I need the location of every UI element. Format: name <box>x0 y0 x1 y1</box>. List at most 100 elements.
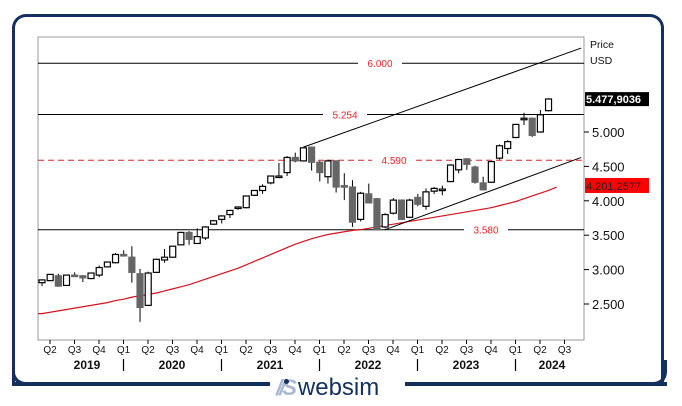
candle-up <box>218 215 226 220</box>
x-quarter-label: Q2 <box>337 345 351 356</box>
candle-up <box>234 206 242 210</box>
candle-up <box>438 188 446 192</box>
logo-text: websim <box>297 374 380 401</box>
candle-up <box>160 256 169 261</box>
candle-up <box>495 145 504 159</box>
x-quarter-label: Q2 <box>43 345 57 356</box>
candle-up <box>201 226 209 239</box>
candle-up <box>242 195 250 209</box>
candle-down <box>463 158 471 165</box>
candle-up <box>62 274 71 287</box>
trend-line-upper-channel <box>303 47 582 148</box>
candle-up <box>95 266 103 276</box>
candle-up <box>544 98 553 112</box>
ma-value-badge <box>585 177 649 193</box>
candle-up <box>357 192 365 220</box>
candle-up <box>103 261 111 268</box>
candle-up <box>258 185 267 192</box>
last-price-value: 5.477,9036 <box>586 94 641 106</box>
websim-logo: //S websim <box>276 374 379 402</box>
candle-up <box>520 117 528 121</box>
x-quarter-label: Q1 <box>117 345 131 356</box>
moving-average-line <box>38 186 557 315</box>
y-tick-label: 4.500 <box>592 159 625 174</box>
x-quarter-label: Q2 <box>435 345 449 356</box>
candle-up <box>389 199 397 214</box>
last-price-badge <box>585 92 649 107</box>
x-quarter-label: Q2 <box>141 345 155 356</box>
candle-down <box>120 253 128 257</box>
x-quarter-label: Q4 <box>288 345 302 356</box>
frame-bottom-line-left <box>12 382 270 386</box>
candle-down <box>71 274 79 278</box>
candle-up <box>430 187 438 192</box>
x-quarter-label: Q3 <box>68 345 82 356</box>
x-year-label: 2019 <box>74 358 101 372</box>
candle-up <box>455 158 463 171</box>
logo-mark-icon: //S <box>276 375 297 400</box>
frame-bottom-line-right <box>405 382 667 386</box>
candle-down <box>316 161 324 174</box>
candle-down <box>128 256 136 273</box>
candle-up <box>267 175 275 184</box>
x-quarter-label: Q3 <box>558 345 572 356</box>
trend-line-lower-channel <box>384 156 582 231</box>
y-tick-label: 4.000 <box>592 194 625 209</box>
candle-down <box>185 231 193 240</box>
x-quarter-label: Q4 <box>190 345 204 356</box>
x-year-label: 2021 <box>257 358 284 372</box>
candle-up <box>250 189 259 196</box>
x-quarter-label: Q4 <box>92 345 106 356</box>
candle-down <box>471 166 479 183</box>
y-tick-label: 5.000 <box>592 125 625 140</box>
candle-up <box>446 164 455 183</box>
level-label: 6.000 <box>367 59 392 70</box>
candle-up <box>504 141 512 150</box>
candle-up <box>209 220 218 225</box>
candle-up <box>422 191 430 207</box>
x-quarter-label: Q4 <box>386 345 400 356</box>
candle-up <box>536 114 544 133</box>
candle-up <box>226 209 234 216</box>
x-year-label: 2024 <box>539 358 566 372</box>
x-year-label: 2020 <box>159 358 186 372</box>
axis-unit-currency: USD <box>590 55 613 67</box>
candle-up <box>144 272 152 306</box>
y-tick-label: 3.500 <box>592 228 625 243</box>
candle-down <box>332 160 340 188</box>
x-quarter-label: Q3 <box>460 345 474 356</box>
candle-down <box>308 146 316 163</box>
ma-value: 4.201,2577 <box>586 181 641 193</box>
candle-down <box>365 193 373 204</box>
candle-up <box>111 253 120 264</box>
candle-down <box>373 198 381 231</box>
candle-up <box>381 213 389 228</box>
level-label: 4.590 <box>381 156 406 167</box>
candle-up <box>152 258 160 273</box>
x-quarter-label: Q1 <box>411 345 425 356</box>
x-quarter-label: Q3 <box>362 345 376 356</box>
chart-frame <box>12 14 664 386</box>
candle-down <box>528 117 536 137</box>
axis-unit-price: Price <box>590 39 614 51</box>
plot-area <box>37 36 585 341</box>
x-quarter-label: Q2 <box>239 345 253 356</box>
candle-down <box>79 275 87 279</box>
x-quarter-label: Q3 <box>264 345 278 356</box>
candle-up <box>324 160 332 178</box>
x-quarter-label: Q1 <box>509 345 523 356</box>
candle-down <box>54 275 62 287</box>
candle-down <box>397 199 406 220</box>
candle-up <box>177 231 185 246</box>
x-quarter-label: Q1 <box>313 345 327 356</box>
candle-down <box>136 273 144 309</box>
y-tick-label: 2.500 <box>592 297 625 312</box>
candle-down <box>479 182 487 191</box>
level-label: 5.254 <box>332 111 357 122</box>
candle-down <box>291 156 299 162</box>
candle-up <box>283 156 291 174</box>
y-tick-label: 3.000 <box>592 263 625 278</box>
candle-up <box>299 147 308 162</box>
candle-up <box>87 272 95 280</box>
